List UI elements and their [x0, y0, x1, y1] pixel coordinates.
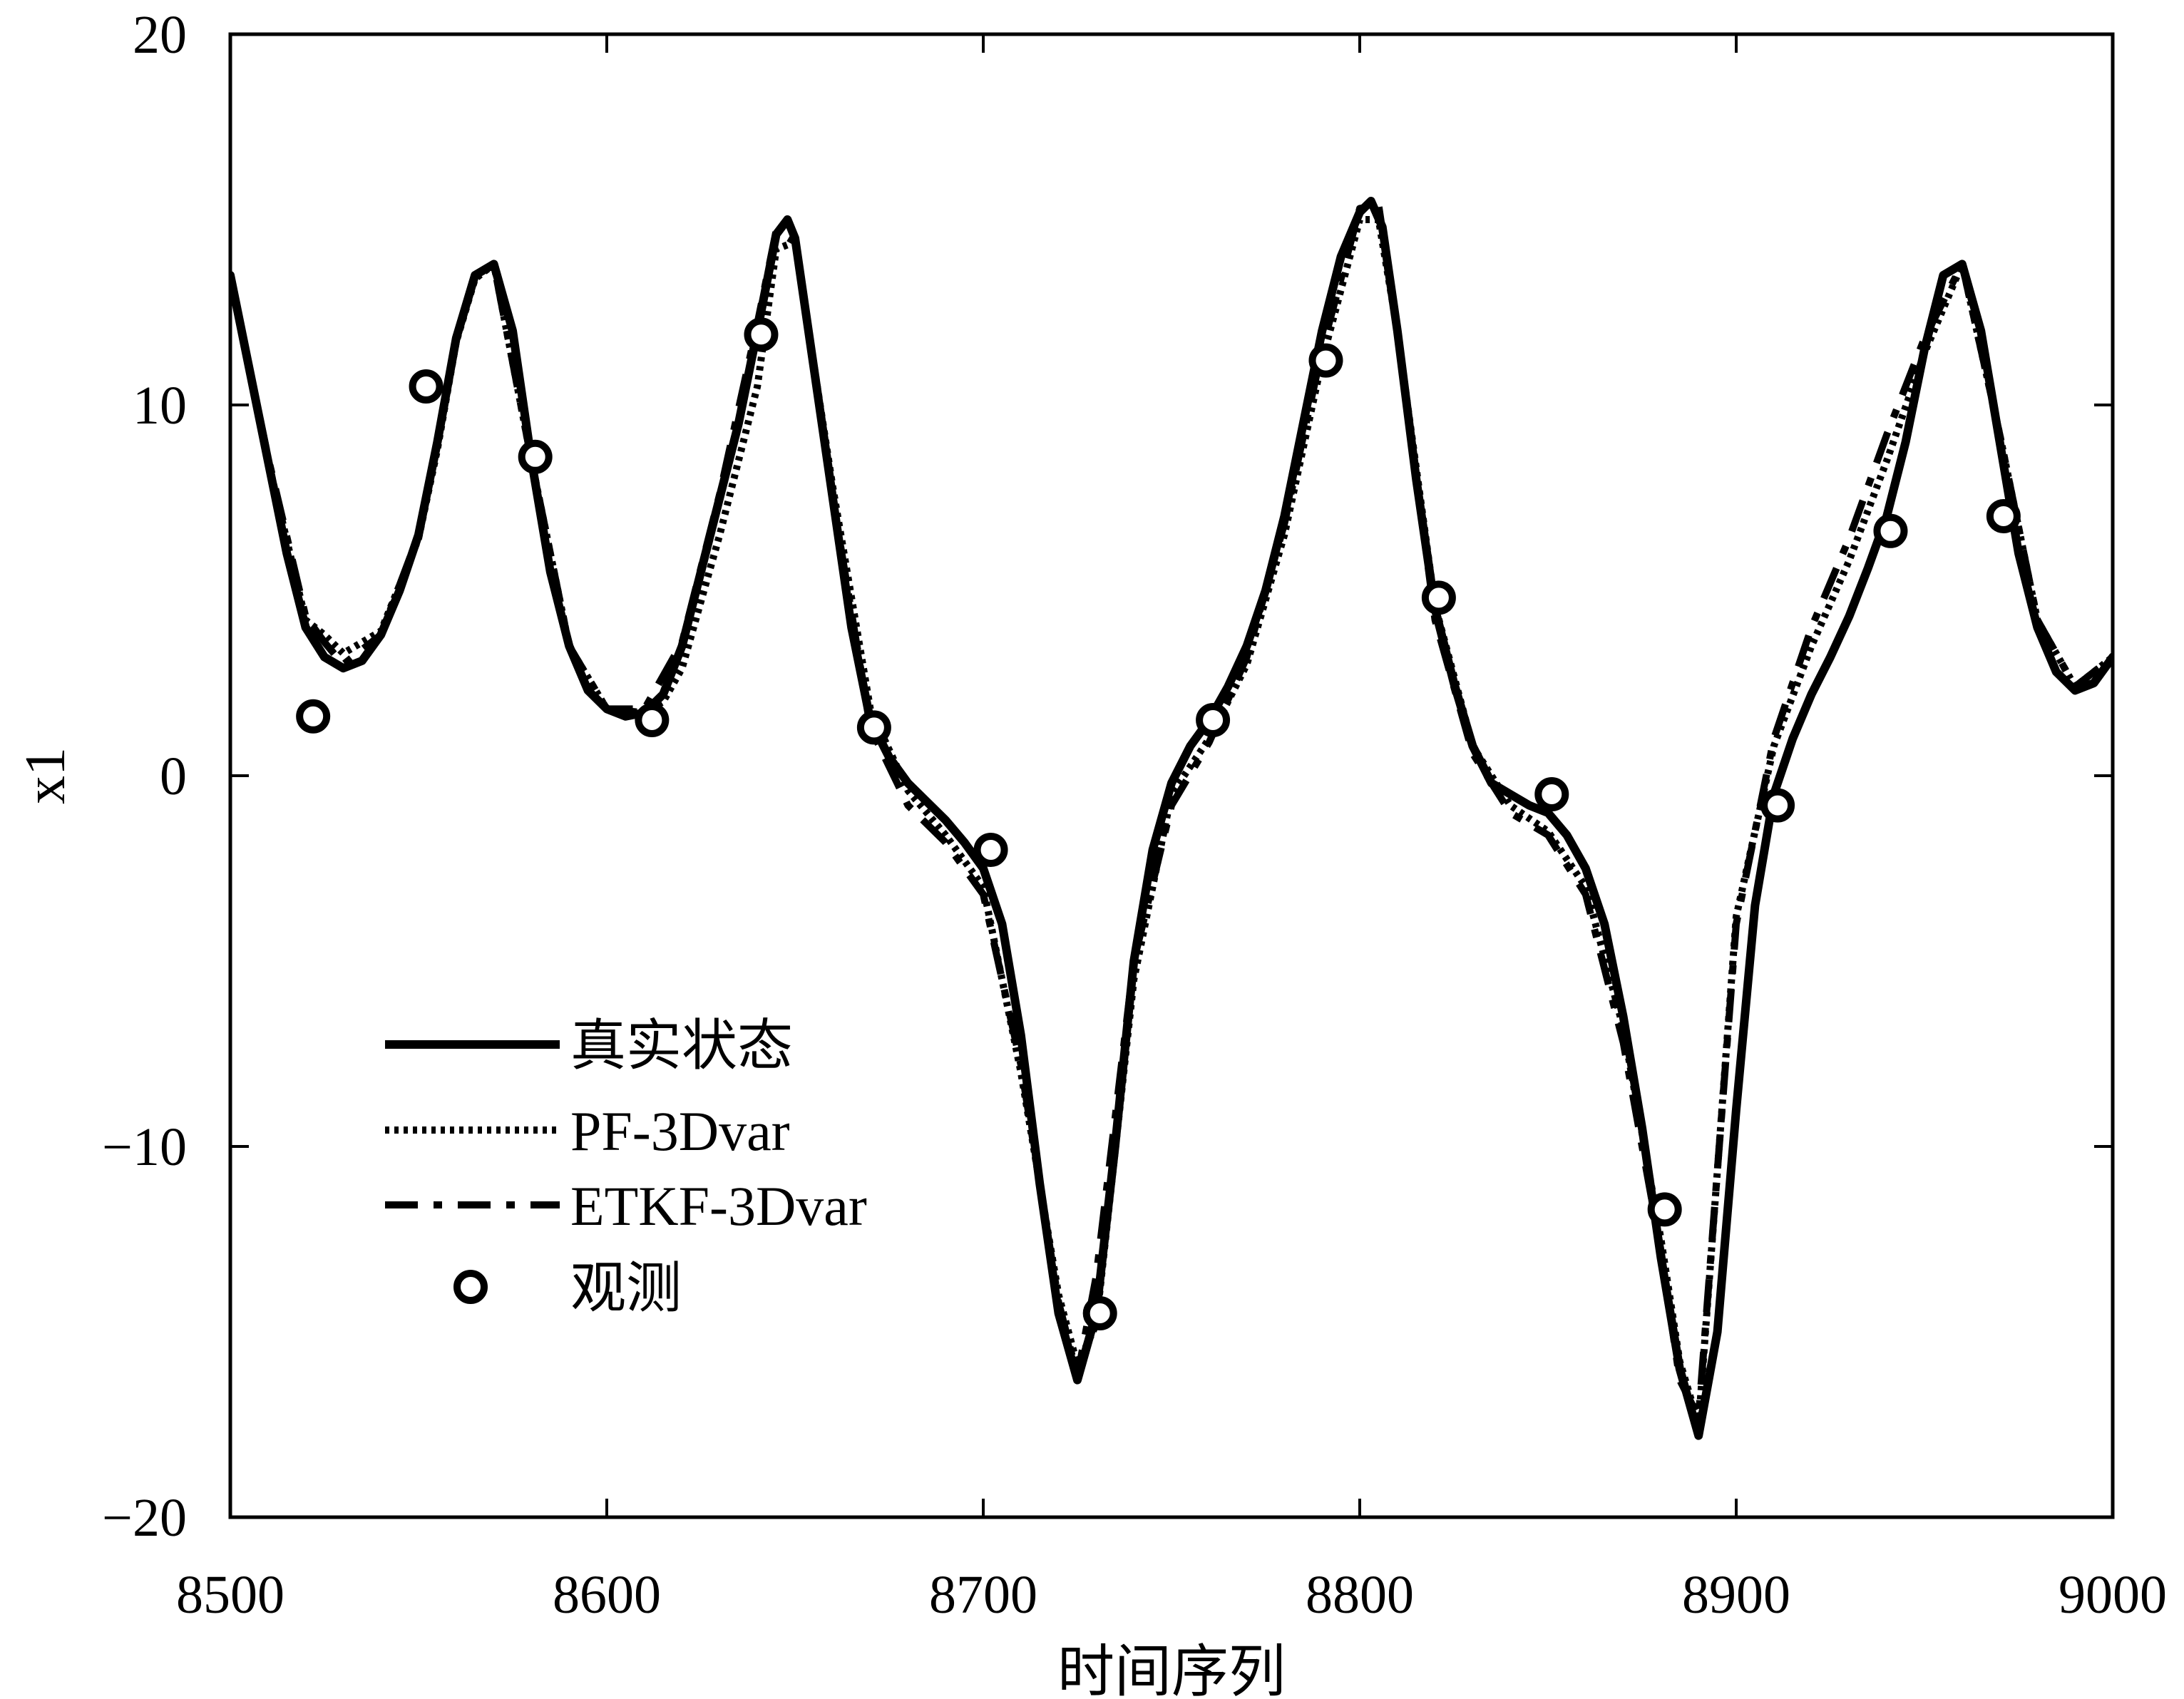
series-layer — [230, 197, 2113, 1440]
x-tick-label-4: 8900 — [1682, 1565, 1790, 1625]
tick-labels-layer: 8500 8600 8700 8800 8900 9000 −20 −10 0 10 20 — [102, 5, 2167, 1625]
series-line-solid — [230, 197, 2113, 1440]
legend-label-3: 观测 — [570, 1257, 682, 1319]
observation-point-8 — [1196, 703, 1231, 737]
y-tick-label-0: −20 — [102, 1488, 187, 1548]
observation-point-13 — [1760, 788, 1795, 823]
observation-point-6 — [973, 833, 1008, 867]
observation-point-0 — [296, 699, 331, 734]
observation-point-3 — [635, 703, 670, 737]
observation-point-5 — [856, 710, 891, 745]
x-tick-label-3: 8800 — [1306, 1565, 1414, 1625]
observation-point-9 — [1308, 343, 1343, 378]
y-tick-label-4: 20 — [133, 5, 187, 65]
legend-label-1: PF-3Dvar — [570, 1100, 790, 1162]
observation-point-4 — [744, 317, 779, 352]
x-tick-label-5: 9000 — [2059, 1565, 2167, 1625]
observation-point-12 — [1647, 1192, 1682, 1227]
ticks-layer — [229, 33, 2114, 1519]
observation-point-14 — [1873, 513, 1908, 548]
observation-point-1 — [409, 369, 444, 404]
x-axis-title: 时间序列 — [1057, 1638, 1286, 1699]
observation-point-2 — [518, 439, 553, 474]
legend-marker-observation — [453, 1270, 488, 1304]
observation-point-10 — [1421, 580, 1456, 615]
y-tick-label-1: −10 — [102, 1117, 187, 1177]
x-tick-label-0: 8500 — [176, 1565, 284, 1625]
x-tick-label-1: 8600 — [553, 1565, 661, 1625]
y-tick-label-3: 10 — [133, 376, 187, 436]
legend: 真实状态 PF-3Dvar ETKF-3Dvar 观测 — [385, 1015, 867, 1319]
series-observations — [296, 317, 2021, 1330]
y-tick-label-2: 0 — [160, 746, 187, 806]
observation-point-15 — [1986, 499, 2021, 533]
observation-point-7 — [1082, 1296, 1117, 1330]
observation-point-11 — [1534, 777, 1569, 811]
x-tick-label-2: 8700 — [929, 1565, 1037, 1625]
legend-label-0: 真实状态 — [570, 1015, 793, 1077]
legend-label-2: ETKF-3Dvar — [570, 1175, 867, 1237]
y-axis-title: x1 — [14, 747, 77, 804]
